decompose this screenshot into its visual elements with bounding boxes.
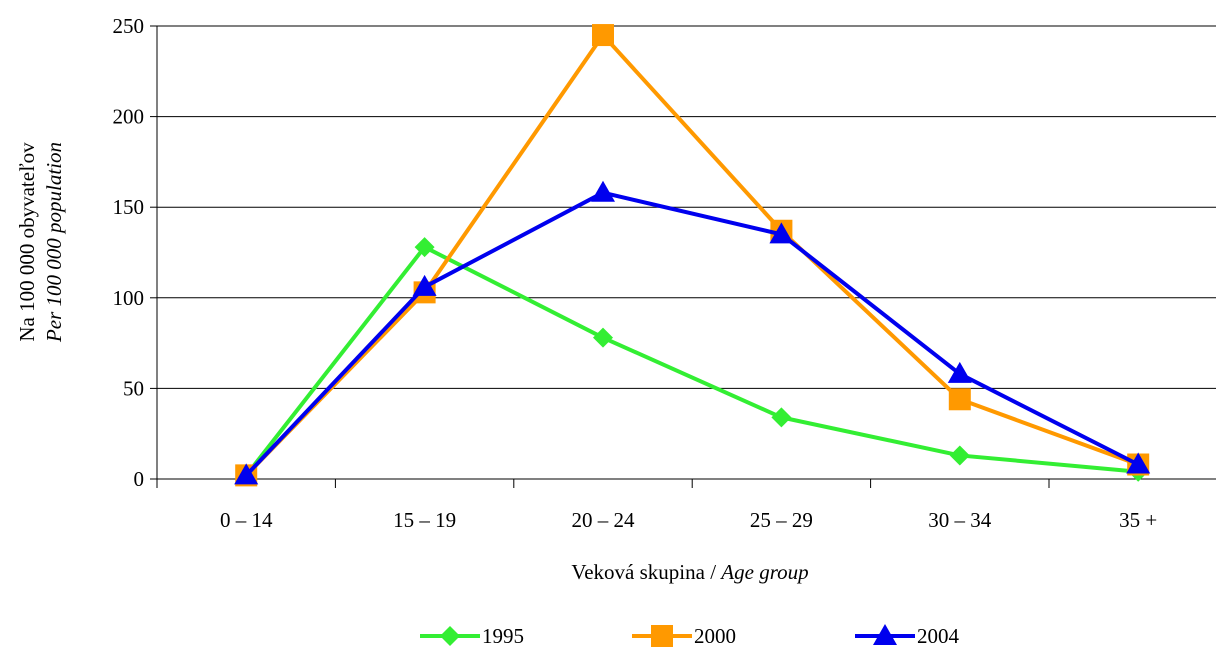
series-line-1995 <box>244 245 1139 477</box>
data-point-2004 <box>412 274 437 296</box>
data-point-1995 <box>771 407 792 428</box>
data-point-2000 <box>592 24 614 47</box>
series-line-2004 <box>244 190 1140 477</box>
y-axis-title: Na 100 000 obyvateľov Per 100 000 popula… <box>15 142 66 343</box>
legend-item-2004: 2004 <box>855 624 960 648</box>
x-tick-label: 30 – 34 <box>928 508 992 532</box>
y-tick-label: 100 <box>113 286 145 310</box>
legend: 1995 2000 2004 <box>420 624 960 648</box>
x-tick-label: 15 – 19 <box>393 508 456 532</box>
series-1995 <box>236 237 1149 486</box>
series-2004 <box>234 180 1151 485</box>
legend-label: 2000 <box>694 624 736 648</box>
x-axis-title-main: Veková skupina / <box>571 560 721 584</box>
data-point-1995 <box>414 237 435 258</box>
legend-label: 2004 <box>917 624 960 648</box>
axes: 0 50 100 150 200 250 0 – 14 15 – 19 20 – 24 25 – … <box>113 14 1216 532</box>
data-point-2004 <box>947 361 972 383</box>
x-axis-title-italic: Age group <box>719 560 808 584</box>
x-axis-title: Veková skupina / Age group <box>571 560 808 584</box>
series-line-2000 <box>244 33 1139 477</box>
legend-marker <box>440 626 460 646</box>
data-point-1995 <box>949 445 970 466</box>
legend-label: 1995 <box>482 624 524 648</box>
y-axis-title-line2: Per 100 000 population <box>42 142 66 343</box>
legend-item-2000: 2000 <box>632 624 736 648</box>
y-axis-title-line1: Na 100 000 obyvateľov <box>15 142 39 342</box>
x-tick-label: 20 – 24 <box>572 508 636 532</box>
y-tick-label: 150 <box>113 195 145 219</box>
y-tick-label: 50 <box>123 376 144 400</box>
data-point-2004 <box>591 180 615 202</box>
y-tick-label: 250 <box>113 14 145 38</box>
x-tick-label: 35 + <box>1119 508 1157 532</box>
y-tick-label: 200 <box>113 105 145 129</box>
series-2000 <box>235 24 1150 487</box>
series-group <box>234 24 1151 487</box>
data-point-1995 <box>593 327 613 348</box>
data-point-2004 <box>234 463 259 485</box>
data-point-2004 <box>1126 452 1151 474</box>
x-tick-label: 25 – 29 <box>750 508 813 532</box>
data-point-2004 <box>769 222 794 244</box>
legend-marker <box>873 624 897 645</box>
y-tick-label: 0 <box>134 467 145 491</box>
legend-item-1995: 1995 <box>420 624 524 648</box>
legend-marker <box>651 625 673 647</box>
gridlines <box>157 25 1216 389</box>
data-point-2000 <box>948 388 971 411</box>
x-tick-label: 0 – 14 <box>220 508 273 532</box>
